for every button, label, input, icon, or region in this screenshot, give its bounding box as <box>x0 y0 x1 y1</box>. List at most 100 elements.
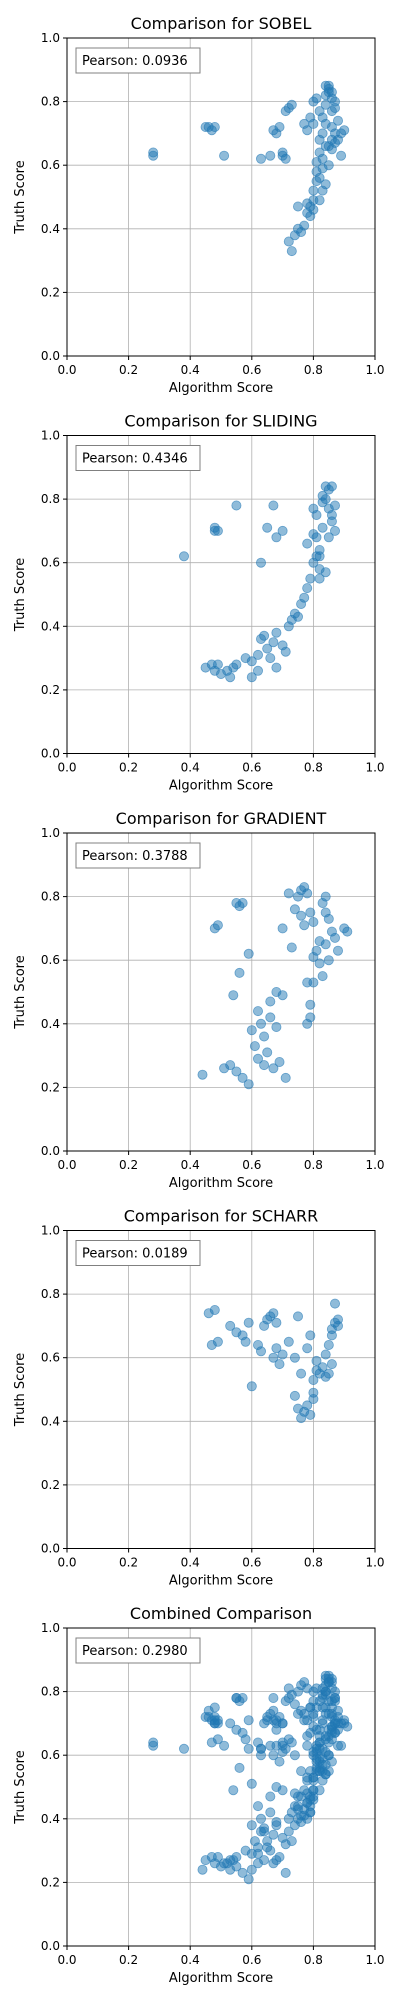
chart-title: Comparison for SLIDING <box>124 412 317 431</box>
data-point <box>212 1336 223 1347</box>
chart-panel-5: Combined Comparison 0.0 0.2 0.4 0.6 0.8 1.0 0.0… <box>13 1604 385 1986</box>
y-tick-label: 1.0 <box>41 1224 60 1238</box>
scatter-points <box>148 80 350 257</box>
y-tick-label: 0.4 <box>41 1812 60 1826</box>
x-tick-label: 0.2 <box>119 1158 138 1172</box>
data-point <box>212 920 223 931</box>
data-point <box>308 1772 319 1783</box>
data-point <box>286 99 297 110</box>
x-tick-label: 0.4 <box>181 1556 200 1570</box>
data-point <box>252 1848 263 1859</box>
data-point <box>271 1740 282 1751</box>
data-point <box>302 1683 313 1694</box>
x-tick-label: 1.0 <box>365 1556 384 1570</box>
data-point <box>323 1340 334 1351</box>
annotation-box <box>75 445 201 471</box>
data-point <box>246 1864 257 1875</box>
data-point <box>332 1718 343 1729</box>
data-point <box>302 1018 313 1029</box>
data-point <box>277 1349 288 1360</box>
y-tick-label: 0.8 <box>41 492 60 506</box>
y-tick-label: 0.0 <box>41 349 60 363</box>
x-tick-label: 1.0 <box>365 363 384 377</box>
data-point <box>317 1759 328 1770</box>
data-point <box>326 516 337 527</box>
y-tick-label: 1.0 <box>41 826 60 840</box>
data-point <box>280 1072 291 1083</box>
data-point <box>317 971 328 982</box>
pearson-annotation: Pearson: 0.2980 <box>75 1637 201 1664</box>
pearson-annotation: Pearson: 0.0936 <box>75 47 201 74</box>
data-point <box>268 1705 279 1716</box>
x-axis-label: Algorithm Score <box>169 381 273 396</box>
data-point <box>296 1766 307 1777</box>
data-point <box>231 1861 242 1872</box>
data-point <box>289 1352 300 1363</box>
data-point <box>274 1756 285 1767</box>
data-point <box>246 1778 257 1789</box>
data-point <box>308 1387 319 1398</box>
data-point <box>314 195 325 206</box>
data-point <box>237 898 248 909</box>
data-point <box>314 958 325 969</box>
y-tick-label: 1.0 <box>41 1621 60 1635</box>
data-point <box>271 532 282 543</box>
data-point <box>225 1320 236 1331</box>
data-point <box>326 1359 337 1370</box>
y-tick-label: 0.6 <box>41 1748 60 1762</box>
data-point <box>268 1750 279 1761</box>
y-tick-label: 0.2 <box>41 1478 60 1492</box>
data-point <box>299 920 310 931</box>
data-point <box>249 1041 260 1052</box>
data-point <box>243 1317 254 1328</box>
data-point <box>332 115 343 126</box>
x-tick-label: 0.4 <box>181 363 200 377</box>
data-point <box>314 573 325 584</box>
data-point <box>299 1785 310 1796</box>
y-tick-label: 1.0 <box>41 31 60 45</box>
data-point <box>329 932 340 943</box>
data-point <box>308 185 319 196</box>
x-tick-label: 0.2 <box>119 1953 138 1967</box>
grid <box>66 1230 376 1549</box>
data-point <box>314 172 325 183</box>
data-point <box>246 1025 257 1036</box>
data-point <box>299 1715 310 1726</box>
data-point <box>262 643 273 654</box>
data-point <box>283 888 294 899</box>
data-point <box>252 665 263 676</box>
data-point <box>326 1756 337 1767</box>
data-point <box>212 1852 223 1863</box>
data-point <box>323 160 334 171</box>
data-point <box>265 150 276 161</box>
data-point <box>320 939 331 950</box>
scatter-points <box>178 481 340 683</box>
data-point <box>225 1718 236 1729</box>
chart-title: Combined Comparison <box>130 1604 312 1623</box>
data-point <box>265 1012 276 1023</box>
data-point <box>332 1320 343 1331</box>
data-point <box>311 1355 322 1366</box>
axes-frame <box>66 1627 376 1947</box>
data-point <box>255 557 266 568</box>
data-point <box>252 1053 263 1064</box>
data-point <box>271 1817 282 1828</box>
data-point <box>265 996 276 1007</box>
data-point <box>308 917 319 928</box>
data-point <box>323 1766 334 1777</box>
data-point <box>249 1836 260 1847</box>
y-axis-label: Truth Score <box>13 1750 28 1825</box>
data-point <box>268 500 279 511</box>
y-axis-label: Truth Score <box>13 1353 28 1428</box>
data-point <box>323 1708 334 1719</box>
x-tick-label: 0.0 <box>57 1158 76 1172</box>
x-tick-label: 0.6 <box>242 1158 261 1172</box>
data-point <box>246 1381 257 1392</box>
data-point <box>255 1743 266 1754</box>
data-point <box>305 1702 316 1713</box>
data-point <box>314 106 325 117</box>
data-point <box>252 1006 263 1017</box>
data-point <box>289 1699 300 1710</box>
data-point <box>240 1734 251 1745</box>
data-point <box>271 1022 282 1033</box>
